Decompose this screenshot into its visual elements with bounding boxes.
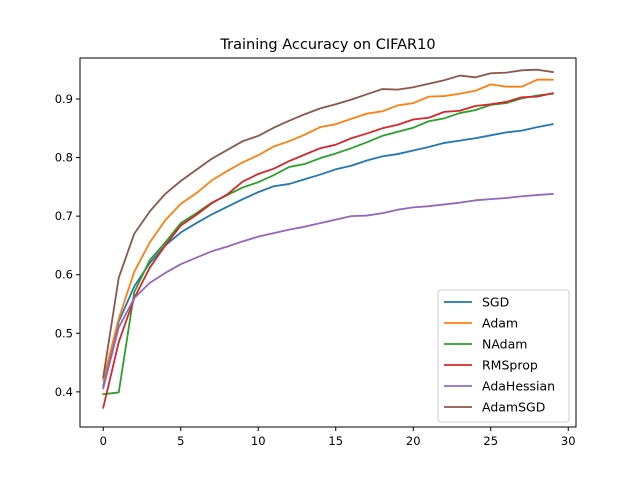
y-tick-label: 0.6 [55, 268, 73, 282]
series-line-nadam [102, 92, 554, 396]
series-line-adam [102, 78, 554, 382]
series-line-adamsgd [102, 68, 554, 379]
x-tick-label: 20 [406, 434, 421, 448]
chart-title: Training Accuracy on CIFAR10 [219, 37, 435, 53]
legend-label: Adam [482, 316, 518, 331]
y-tick-label: 0.5 [55, 326, 73, 340]
x-tick-label: 0 [100, 434, 107, 448]
y-axis: 0.4 0.5 0.6 0.7 0.8 0.9 [55, 92, 80, 399]
y-tick-label: 0.9 [55, 92, 73, 106]
y-tick-label: 0.4 [55, 385, 73, 399]
x-tick-label: 15 [328, 434, 343, 448]
y-tick-label: 0.7 [55, 209, 73, 223]
series-layer [102, 68, 554, 409]
plot-frame [79, 57, 577, 428]
x-tick-label: 30 [561, 434, 576, 448]
legend-label: AdaHessian [482, 379, 555, 394]
x-tick-label: 25 [483, 434, 498, 448]
x-tick-label: 10 [251, 434, 266, 448]
series-line-adahessian [102, 192, 554, 390]
legend-label: NAdam [482, 337, 527, 352]
series-line-sgd [102, 123, 554, 388]
legend-label: AdamSGD [482, 400, 545, 415]
x-tick-label: 5 [177, 434, 184, 448]
series-line-rmsprop [102, 92, 554, 409]
x-axis: 0 5 10 15 20 25 30 [100, 427, 576, 448]
legend-label: SGD [482, 295, 509, 310]
legend: SGD Adam NAdam RMSprop AdaHessian AdamSGD [437, 289, 570, 423]
y-tick-label: 0.8 [55, 151, 73, 165]
legend-label: RMSprop [482, 358, 538, 373]
